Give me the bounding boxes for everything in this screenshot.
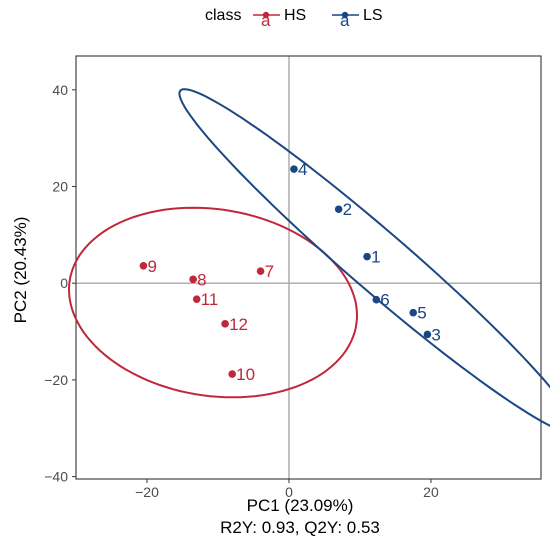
data-point	[290, 165, 298, 173]
data-point	[256, 267, 265, 275]
x-tick-label: −20	[135, 484, 159, 500]
data-point	[423, 330, 432, 339]
data-point-label: 9	[147, 257, 156, 276]
data-point	[192, 295, 201, 303]
y-tick-label: 40	[52, 82, 68, 98]
y-tick-label: 0	[60, 275, 68, 291]
data-point-label: 6	[380, 291, 389, 310]
y-axis-title: PC2 (20.43%)	[11, 217, 30, 324]
panel-border	[75, 55, 542, 480]
data-point-label: 5	[417, 304, 426, 323]
legend-title: class	[205, 7, 241, 24]
y-tick-label: 20	[52, 179, 68, 195]
data-point-label: 8	[197, 270, 206, 289]
data-point-label: 10	[236, 365, 255, 384]
data-point	[189, 275, 197, 284]
data-point-label: 7	[265, 262, 274, 281]
data-point	[363, 252, 371, 261]
legend-label-ls: LS	[363, 7, 383, 24]
confidence-ellipse-hs	[67, 206, 359, 399]
confidence-ellipse-ls	[178, 88, 550, 427]
data-point-label: 3	[431, 325, 440, 344]
chart-caption: R2Y: 0.93, Q2Y: 0.53	[220, 518, 380, 537]
data-point	[139, 262, 148, 270]
data-point	[228, 370, 236, 378]
data-point	[409, 308, 418, 317]
legend-key-ls: a	[332, 11, 359, 30]
x-tick-label: 20	[423, 484, 439, 500]
data-point-label: 2	[343, 200, 352, 219]
y-tick-label: −20	[44, 372, 68, 388]
data-point-label: 12	[229, 315, 248, 334]
data-point	[221, 320, 229, 328]
legend-key-glyph-ls: a	[340, 11, 350, 30]
x-axis-title: PC1 (23.09%)	[247, 496, 354, 515]
data-point	[372, 295, 381, 304]
y-tick-label: −40	[44, 469, 68, 485]
data-point-label: 4	[298, 160, 307, 179]
data-point	[334, 205, 343, 214]
data-point-label: 11	[201, 290, 219, 309]
legend: class a HS a LS	[205, 7, 383, 30]
legend-key-hs: a	[253, 11, 280, 30]
legend-label-hs: HS	[284, 7, 306, 24]
x-tick-label: 0	[285, 484, 293, 500]
data-point-label: 1	[371, 248, 380, 267]
legend-key-glyph-hs: a	[261, 11, 271, 30]
